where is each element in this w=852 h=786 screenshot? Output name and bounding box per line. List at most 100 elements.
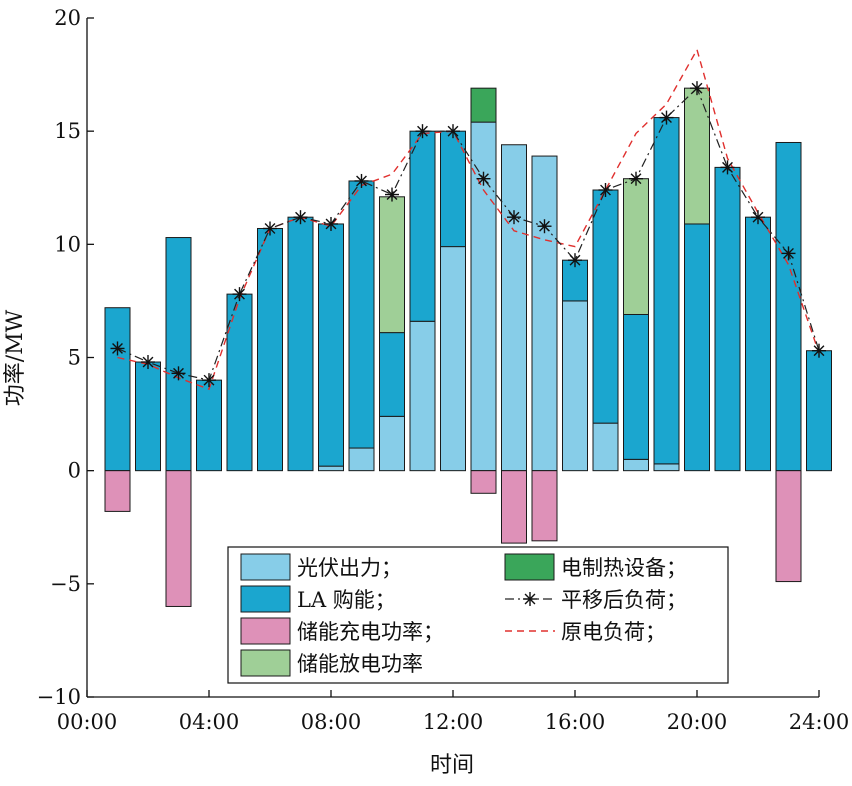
bar-la-8 [318, 223, 344, 467]
bar-la-21 [714, 166, 741, 472]
marker-shifted-8 [324, 216, 338, 231]
bar-la-19 [653, 117, 680, 465]
bar-la-9 [348, 180, 375, 449]
marker-stroke [356, 175, 367, 187]
marker-shifted-7 [293, 210, 308, 225]
bar-la-20 [684, 223, 710, 472]
bar-la-18 [623, 313, 649, 460]
y-tick-label: −10 [37, 685, 81, 709]
bar-la-24 [806, 350, 832, 472]
bar-la-4 [196, 379, 222, 472]
marker-shifted-13 [476, 171, 491, 186]
bar-charge-15 [531, 470, 558, 542]
x-tick-label: 12:00 [423, 710, 484, 734]
legend-swatch-0 [240, 553, 291, 581]
marker-stroke [264, 223, 276, 234]
marker-shifted-20 [690, 81, 704, 96]
bar-pv-12 [440, 246, 466, 472]
marker-shifted-21 [720, 160, 735, 175]
x-tick-label: 00:00 [57, 710, 118, 734]
marker-shifted-14 [507, 210, 521, 225]
bar-la-11 [409, 130, 436, 322]
marker-shifted-5 [232, 287, 247, 302]
bar-charge-1 [104, 470, 131, 512]
x-tick-label: 08:00 [301, 710, 362, 734]
marker-stroke [783, 247, 794, 259]
marker-shifted-18 [629, 171, 643, 186]
bar-pv-14 [501, 144, 527, 472]
bar-la-3 [165, 237, 192, 472]
legend-swatch-2 [240, 617, 291, 645]
marker-stroke [112, 343, 123, 354]
bar-la-7 [287, 216, 314, 472]
marker-shifted-2 [141, 355, 155, 370]
bar-charge-23 [775, 470, 802, 583]
legend-swatch-4 [504, 553, 555, 581]
y-tick-label: 5 [68, 346, 81, 370]
x-tick-label: 04:00 [179, 710, 240, 734]
marker-stroke [508, 211, 520, 223]
marker-stroke [447, 125, 459, 137]
marker-stroke [752, 211, 764, 223]
legend-label-1: LA 购能； [297, 588, 396, 612]
bar-pv-16 [562, 300, 588, 472]
legend: 光伏出力； LA 购能； 储能充电功率； 储能放电功率 电制热设备； 平移后负荷； 原电负荷… [227, 546, 729, 684]
y-tick-label: 20 [54, 6, 81, 30]
legend-label-4: 电制热设备； [561, 556, 687, 580]
marker-shifted-1 [110, 341, 125, 356]
marker-stroke [630, 173, 642, 185]
marker-shifted-12 [446, 124, 460, 139]
y-tick-label: −5 [50, 572, 81, 596]
bar-la-2 [135, 361, 161, 472]
bar-pv-15 [531, 155, 558, 472]
legend-swatch-1 [240, 585, 291, 613]
marker-shifted-9 [354, 173, 369, 188]
bar-pv-8 [318, 465, 344, 472]
marker-shifted-23 [781, 246, 796, 261]
legend-marker-5 [523, 592, 537, 606]
marker-stroke [691, 82, 703, 94]
bar-la-1 [104, 307, 131, 472]
y-tick-label: 15 [54, 119, 81, 143]
bar-la-5 [226, 293, 253, 472]
legend-label-6: 原电负荷； [561, 620, 666, 644]
x-tick-label: 20:00 [667, 710, 728, 734]
bar-la-6 [257, 227, 283, 472]
bar-pv-18 [623, 458, 649, 472]
bar-heat-13 [470, 87, 497, 123]
bar-la-10 [379, 332, 405, 417]
marker-stroke [295, 211, 306, 223]
marker-stroke [325, 218, 337, 230]
marker-stroke [569, 254, 581, 266]
legend-swatch-3 [240, 649, 291, 677]
bar-la-22 [745, 216, 771, 472]
marker-shifted-19 [659, 110, 674, 125]
legend-label-5: 平移后负荷； [561, 588, 687, 612]
marker-stroke [539, 220, 550, 232]
line-shifted-load [117, 87, 820, 381]
x-tick-label: 16:00 [545, 710, 606, 734]
marker-stroke [813, 345, 825, 357]
marker-stroke [386, 189, 398, 200]
bar-pv-19 [653, 463, 680, 472]
bar-la-12 [440, 130, 466, 248]
marker-stroke [722, 161, 733, 173]
marker-shifted-16 [568, 253, 582, 268]
bar-charge-13 [470, 470, 497, 494]
bar-charge-14 [501, 470, 527, 544]
legend-label-0: 光伏出力； [297, 556, 402, 580]
bar-la-23 [775, 141, 802, 472]
marker-stroke [661, 112, 672, 124]
marker-shifted-24 [812, 343, 826, 358]
marker-shifted-3 [171, 366, 186, 381]
bar-discharge-18 [623, 178, 649, 315]
marker-stroke [417, 125, 428, 137]
marker-stroke [600, 184, 611, 196]
marker-shifted-15 [537, 219, 552, 234]
x-axis-title: 时间 [430, 753, 474, 778]
marker-shifted-4 [202, 373, 216, 388]
bar-discharge-10 [379, 196, 405, 334]
bar-charge-3 [165, 470, 192, 607]
